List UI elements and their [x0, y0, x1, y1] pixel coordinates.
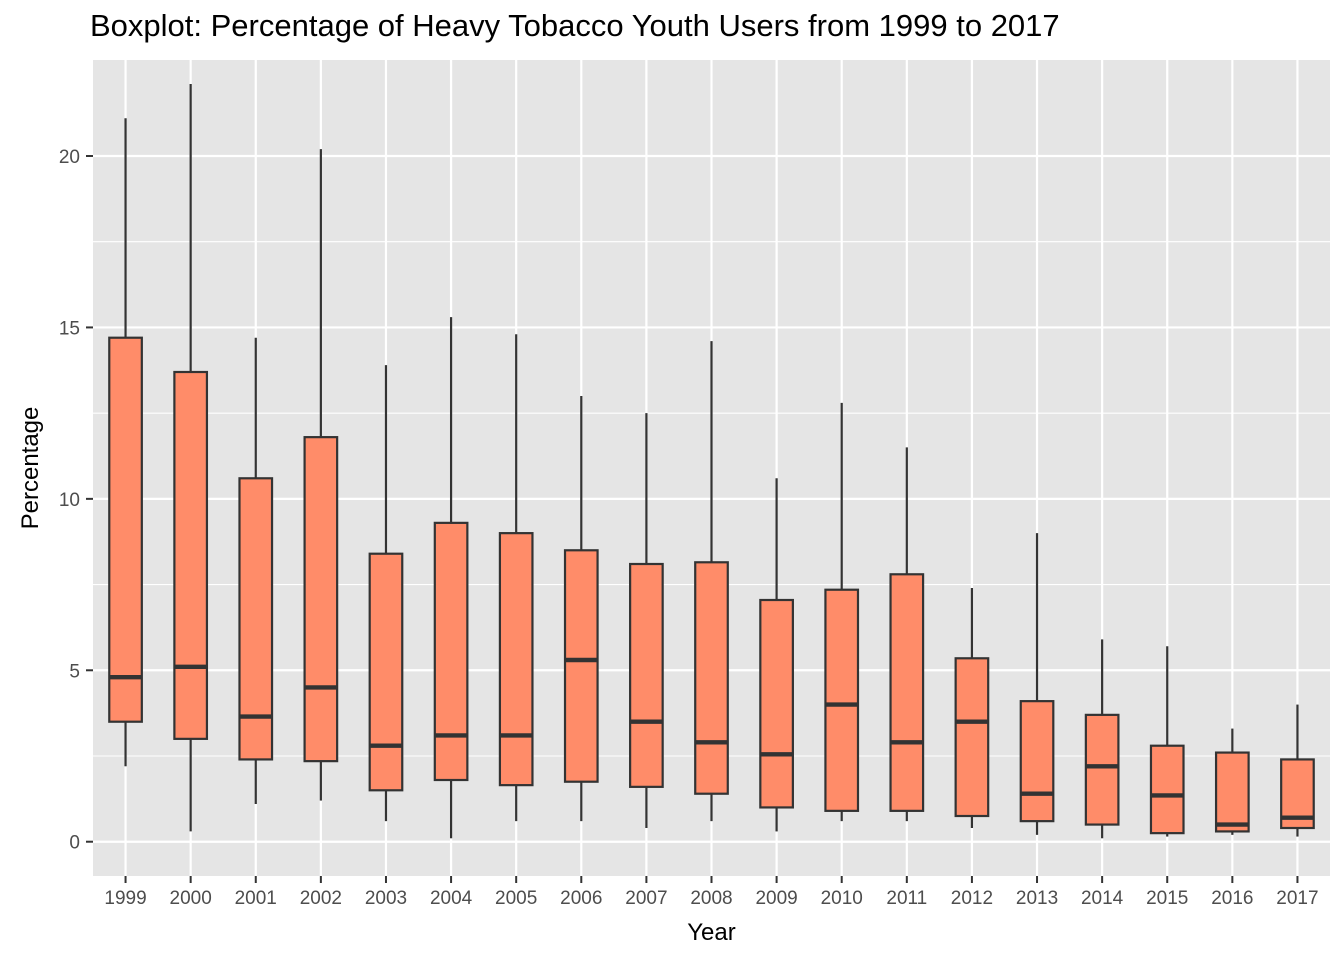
- x-tick-label: 2004: [430, 888, 473, 909]
- box-2004: [433, 317, 469, 839]
- box-2005: [498, 334, 534, 822]
- box-2013: [1019, 533, 1055, 835]
- x-tick-label: 2008: [690, 888, 732, 909]
- x-tick-label: 2014: [1081, 888, 1124, 909]
- box-2014: [1084, 639, 1120, 839]
- box-iqr: [694, 561, 729, 795]
- box-2010: [824, 402, 860, 822]
- y-tick-label: 10: [59, 490, 80, 511]
- box-iqr: [498, 532, 534, 787]
- box-2012: [954, 588, 990, 828]
- x-tick-label: 2009: [755, 888, 797, 909]
- x-tick-label: 2011: [886, 888, 927, 909]
- y-axis-ticks: 0 5 10 15 20: [59, 147, 93, 854]
- boxes: [108, 84, 1315, 839]
- x-tick-label: 2005: [495, 888, 537, 909]
- x-tick-label: 2001: [235, 888, 277, 909]
- y-axis-title: Percentage: [17, 407, 44, 530]
- box-2011: [889, 447, 925, 822]
- box-iqr: [824, 588, 860, 812]
- x-tick-label: 2003: [365, 888, 407, 909]
- x-axis-title: Year: [687, 919, 736, 946]
- box-iqr: [368, 552, 404, 792]
- box-1999: [108, 118, 143, 767]
- box-2015: [1149, 646, 1185, 837]
- x-tick-label: 2012: [951, 888, 993, 909]
- box-iqr: [1214, 751, 1250, 833]
- box-2008: [694, 341, 729, 822]
- x-tick-label: 2010: [821, 888, 863, 909]
- box-iqr: [1019, 700, 1055, 823]
- x-tick-label: 2016: [1211, 888, 1253, 909]
- box-iqr: [954, 657, 990, 818]
- box-2016: [1214, 728, 1250, 835]
- y-tick-label: 15: [59, 318, 80, 339]
- box-iqr: [1084, 713, 1120, 826]
- x-axis-ticks: 1999 2000 2001 2002 2003 2004 2005 2006 2007 2008…: [104, 876, 1319, 909]
- x-tick-label: 2002: [300, 888, 342, 909]
- box-iqr: [889, 573, 925, 812]
- box-2003: [368, 365, 404, 822]
- box-iqr: [759, 598, 794, 809]
- y-tick-label: 0: [69, 833, 80, 854]
- y-tick-label: 5: [69, 661, 80, 682]
- x-tick-label: 2015: [1146, 888, 1188, 909]
- box-iqr: [433, 521, 469, 782]
- box-2002: [303, 149, 339, 801]
- x-tick-label: 2000: [170, 888, 212, 909]
- box-2000: [173, 84, 209, 832]
- box-iqr: [303, 436, 339, 763]
- box-2001: [238, 337, 274, 804]
- box-2007: [629, 413, 664, 828]
- box-iqr: [629, 562, 664, 788]
- x-tick-label: 2007: [625, 888, 667, 909]
- box-iqr: [563, 549, 599, 783]
- box-2009: [759, 478, 794, 832]
- box-iqr: [108, 336, 143, 723]
- box-2017: [1280, 704, 1315, 837]
- x-tick-label: 2017: [1276, 888, 1318, 909]
- x-tick-label: 2013: [1016, 888, 1058, 909]
- y-tick-label: 20: [59, 147, 80, 168]
- x-tick-label: 1999: [104, 888, 146, 909]
- box-iqr: [1149, 744, 1185, 835]
- box-iqr: [238, 477, 274, 761]
- x-tick-label: 2006: [560, 888, 602, 909]
- chart-title: Boxplot: Percentage of Heavy Tobacco You…: [90, 8, 1060, 43]
- box-2006: [563, 396, 599, 822]
- box-iqr: [173, 370, 209, 740]
